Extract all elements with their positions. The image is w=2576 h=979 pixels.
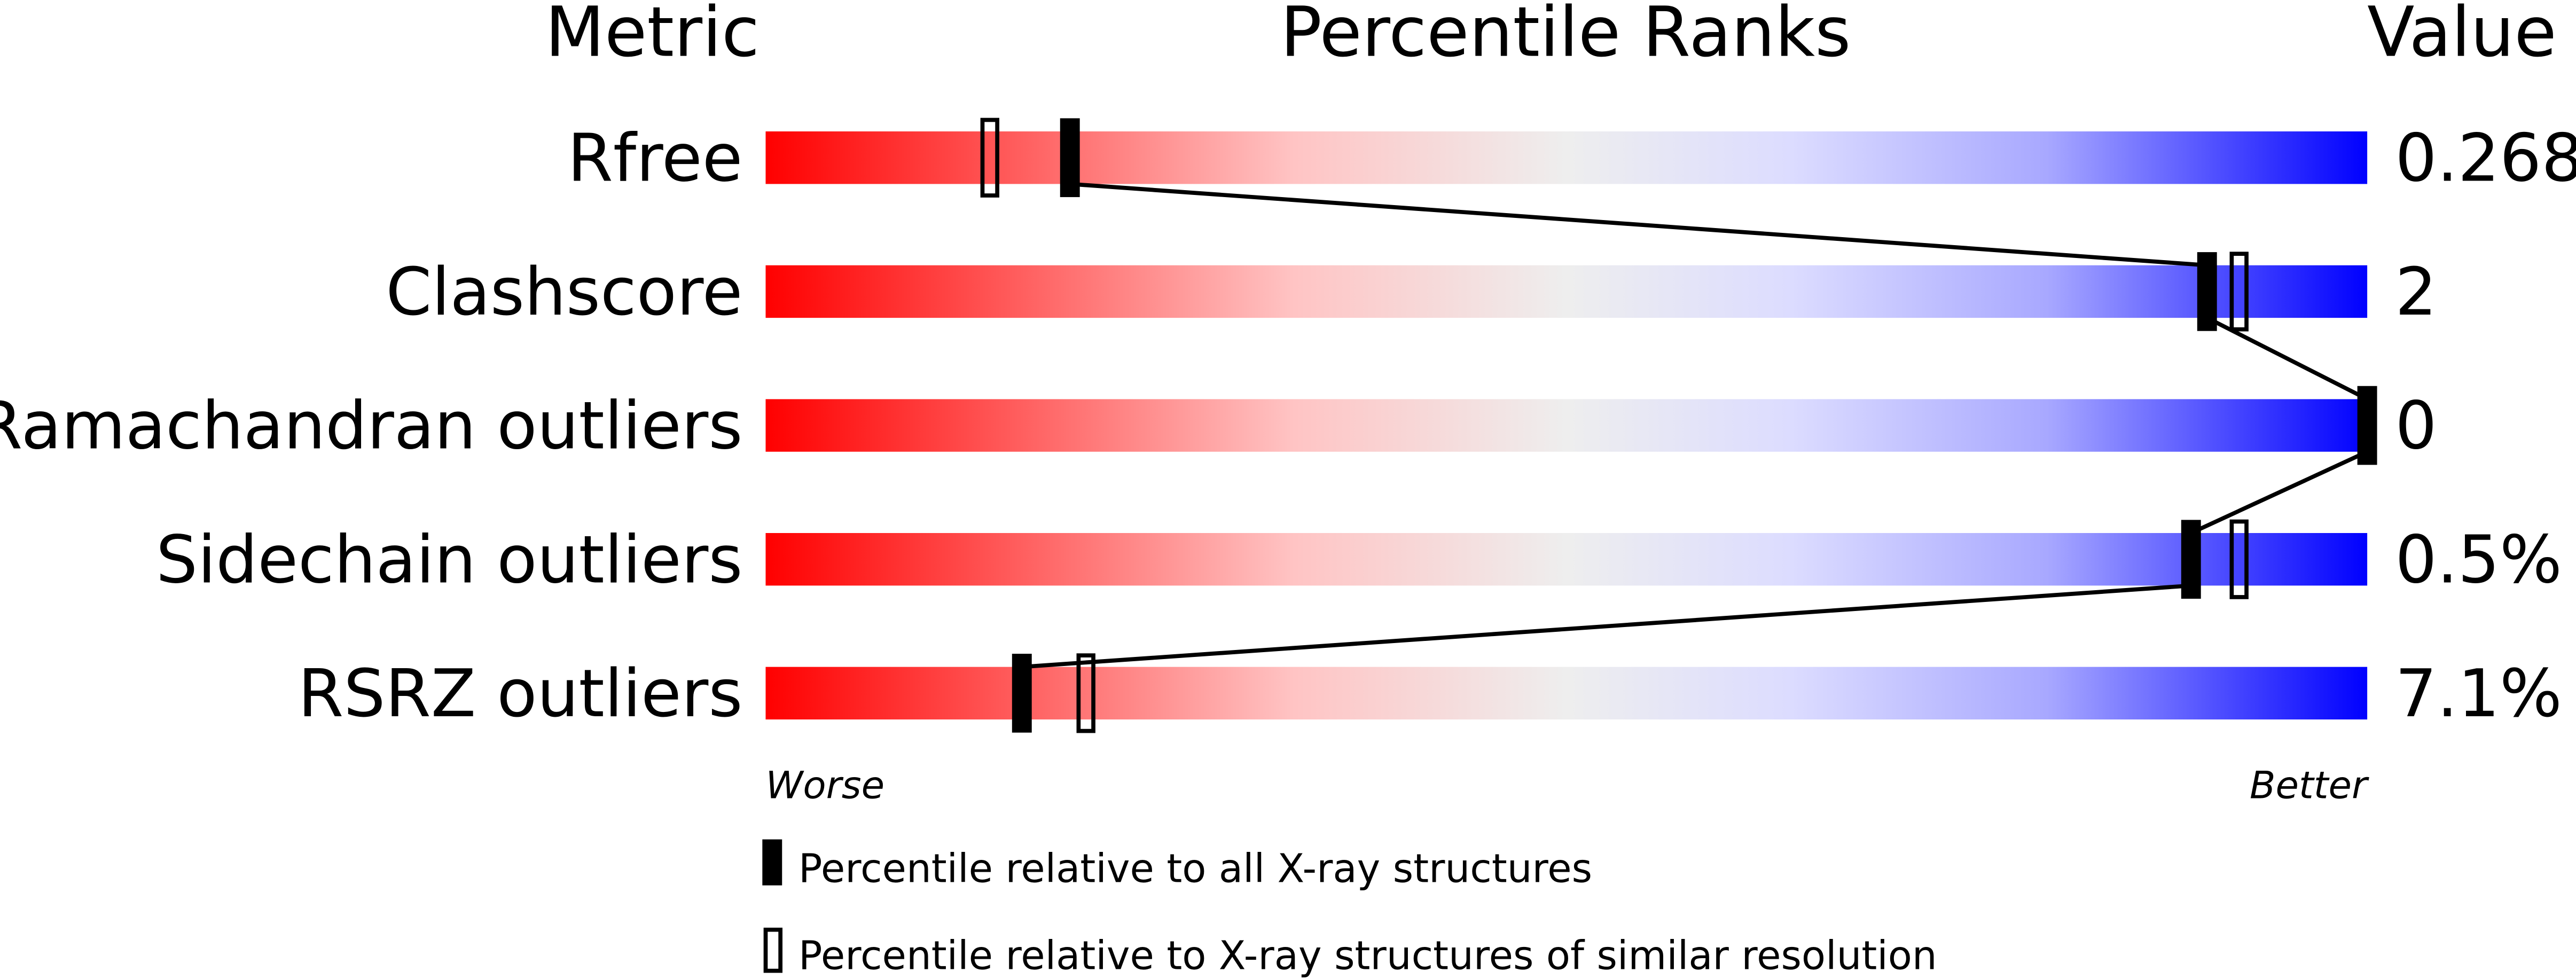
metric-value: 7.1% (2395, 656, 2562, 732)
metric-value: 0 (2395, 388, 2437, 465)
metric-label: Ramachandran outliers (0, 388, 742, 465)
worse-label: Worse (765, 763, 884, 808)
connector-line (1022, 583, 2191, 669)
all-structures-marker (2181, 520, 2201, 599)
similar-resolution-marker (1076, 653, 1095, 733)
legend-all: Percentile relative to all X-ray structu… (798, 846, 1592, 892)
header-percentile-ranks: Percentile Ranks (1280, 0, 1851, 73)
metric-value: 0.268 (2395, 120, 2576, 197)
metric-value: 0.5% (2395, 522, 2562, 598)
legend-similar: Percentile relative to X-ray structures … (798, 933, 1937, 979)
header-metric: Metric (545, 0, 760, 73)
similar-resolution-marker (2229, 519, 2249, 599)
percentile-bar (765, 265, 2368, 318)
metric-label: Clashscore (386, 254, 742, 331)
percentile-bar (765, 533, 2368, 586)
percentile-bar (765, 667, 2368, 720)
percentile-bar (765, 399, 2368, 452)
metric-value: 2 (2395, 254, 2437, 331)
header-value: Value (2367, 0, 2557, 73)
all-structures-marker (2197, 252, 2217, 331)
better-label: Better (2250, 763, 2369, 808)
legend-filled-marker-icon (762, 839, 782, 886)
all-structures-marker (1012, 654, 1032, 733)
metric-label: RSRZ outliers (298, 656, 743, 732)
similar-resolution-marker (2229, 252, 2249, 332)
similar-resolution-marker (980, 118, 999, 198)
legend-open-marker-icon (763, 927, 783, 973)
all-structures-marker (2357, 386, 2377, 465)
connector-line (1069, 182, 2207, 268)
connector-line (2190, 450, 2368, 535)
percentile-bar (765, 131, 2368, 184)
metric-label: Rfree (567, 120, 742, 197)
metric-label: Sidechain outliers (156, 522, 742, 598)
all-structures-marker (1060, 118, 1080, 198)
